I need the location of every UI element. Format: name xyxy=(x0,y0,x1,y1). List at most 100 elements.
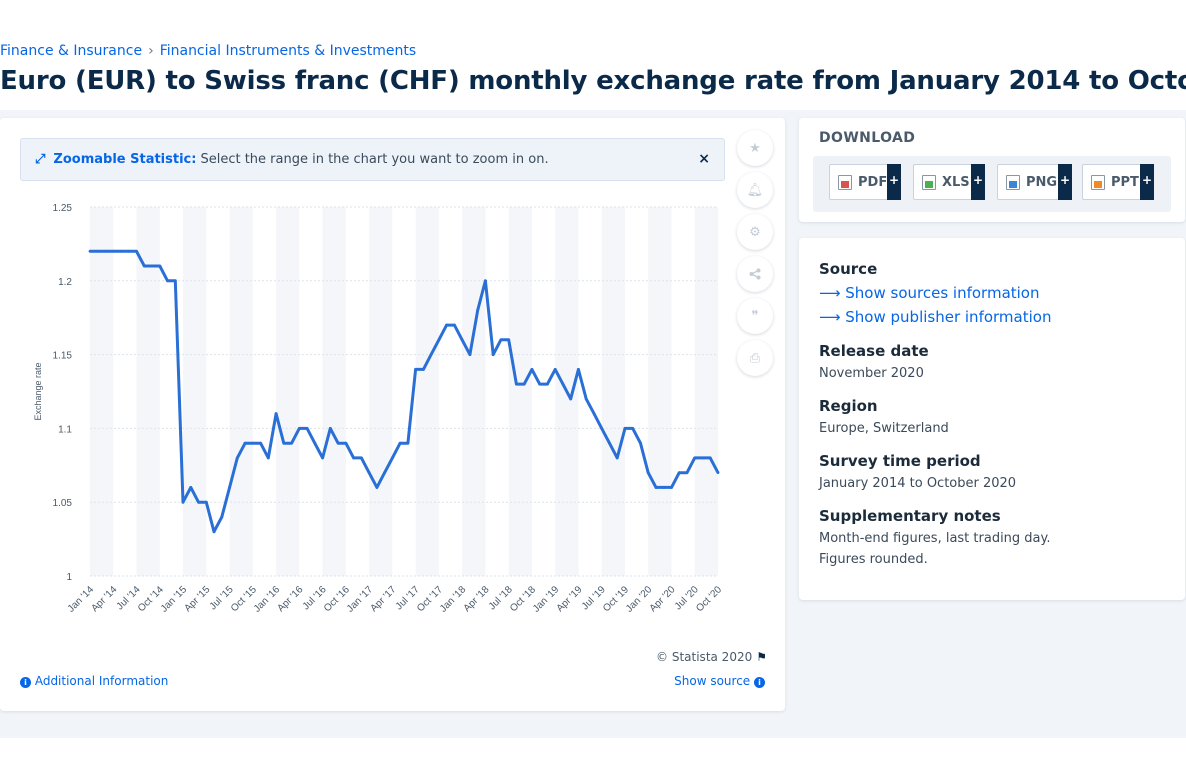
share-glyph xyxy=(749,268,761,280)
data-point xyxy=(158,264,162,268)
data-point xyxy=(421,367,425,371)
chart-card: ⤢ Zoomable Statistic: Select the range in … xyxy=(0,118,785,711)
data-point xyxy=(553,367,557,371)
flag-icon[interactable]: ⚑ xyxy=(756,650,767,664)
y-tick-label: 1.1 xyxy=(58,424,72,435)
release-date-label: Release date xyxy=(819,342,929,360)
show-source-link[interactable]: Show source i xyxy=(674,674,765,688)
data-point xyxy=(197,500,200,504)
data-point xyxy=(530,367,534,371)
favorite-star-icon[interactable]: ★ xyxy=(737,130,773,166)
release-date-value: November 2020 xyxy=(819,366,924,381)
x-tick-label: Apr '16 xyxy=(275,584,305,614)
grid-band xyxy=(508,207,532,576)
settings-gear-icon[interactable]: ⚙ xyxy=(737,214,773,250)
quote-icon[interactable]: ❞ xyxy=(737,298,773,334)
footer-band xyxy=(0,738,1186,760)
x-tick-label: Apr '20 xyxy=(648,584,678,614)
data-point xyxy=(328,427,332,430)
data-point xyxy=(491,353,495,356)
share-icon[interactable] xyxy=(737,256,773,292)
arrow-right-icon: ⟶ xyxy=(819,284,846,302)
supplementary-notes-label: Supplementary notes xyxy=(819,507,1001,525)
download-png-button[interactable]: PNG + xyxy=(997,164,1072,200)
region-value: Europe, Switzerland xyxy=(819,421,949,436)
data-point xyxy=(228,486,231,489)
download-ppt-plus: + xyxy=(1140,164,1154,200)
data-point xyxy=(584,397,588,401)
y-tick-label: 1.05 xyxy=(53,498,73,509)
data-point xyxy=(460,338,464,342)
source-label: Source xyxy=(819,260,878,278)
download-xls-plus: + xyxy=(971,164,985,200)
data-point xyxy=(646,471,650,475)
grid-band xyxy=(601,207,625,576)
grid-band xyxy=(648,207,672,576)
close-icon[interactable]: × xyxy=(698,151,710,167)
data-point xyxy=(476,308,480,312)
data-point xyxy=(452,323,456,327)
data-point xyxy=(592,412,596,416)
download-pdf-plus: + xyxy=(887,164,901,200)
region-label: Region xyxy=(819,397,878,415)
breadcrumb-item-instruments[interactable]: Financial Instruments & Investments xyxy=(159,43,417,59)
grid-band xyxy=(229,207,253,576)
copyright-text: © Statista 2020 xyxy=(656,650,753,664)
data-point xyxy=(670,486,673,489)
download-buttons: PDF + XLS + PNG + PPT + xyxy=(813,156,1171,212)
data-point xyxy=(677,471,681,475)
data-point xyxy=(414,367,418,371)
show-publisher-label: Show publisher information xyxy=(845,308,1052,326)
data-point xyxy=(631,427,635,430)
data-point xyxy=(437,338,441,342)
grid-band xyxy=(90,207,114,576)
print-icon[interactable]: ⎙ xyxy=(737,340,773,376)
data-point xyxy=(685,471,689,475)
data-point xyxy=(352,456,356,460)
show-publisher-link[interactable]: ⟶ Show publisher information xyxy=(819,308,1051,326)
download-png-plus: + xyxy=(1058,164,1072,200)
data-point xyxy=(166,279,169,283)
data-point xyxy=(235,456,239,460)
download-pdf-button[interactable]: PDF + xyxy=(829,164,901,200)
data-point xyxy=(344,441,348,445)
download-png-label: PNG xyxy=(1026,174,1058,190)
data-point xyxy=(708,456,712,460)
show-sources-link[interactable]: ⟶ Show sources information xyxy=(819,284,1040,302)
grid-band xyxy=(136,207,160,576)
data-point xyxy=(383,471,387,475)
grid-band xyxy=(322,207,346,576)
breadcrumb-item-finance[interactable]: Finance & Insurance xyxy=(0,43,143,59)
data-point xyxy=(305,427,309,430)
download-ppt-button[interactable]: PPT + xyxy=(1082,164,1154,200)
grid-band xyxy=(462,207,486,576)
data-point xyxy=(135,249,138,253)
x-tick-label: Apr '18 xyxy=(462,584,492,614)
supplementary-notes-line-2: Figures rounded. xyxy=(819,552,928,567)
data-point xyxy=(398,441,402,445)
ppt-file-icon xyxy=(1091,174,1105,190)
additional-information-label: Additional Information xyxy=(34,674,169,688)
data-point xyxy=(321,456,324,460)
data-point xyxy=(546,382,549,386)
grid-band xyxy=(276,207,300,576)
data-point xyxy=(266,456,270,460)
data-point xyxy=(111,249,115,253)
survey-period-value: January 2014 to October 2020 xyxy=(819,476,1017,491)
y-tick-label: 1.25 xyxy=(53,203,73,214)
data-point xyxy=(274,412,278,416)
grid-band xyxy=(694,207,718,576)
additional-information-link[interactable]: i Additional Information xyxy=(20,674,168,688)
y-tick-label: 1 xyxy=(66,572,72,583)
data-point xyxy=(181,500,185,504)
y-tick-label: 1.15 xyxy=(53,351,73,362)
info-icon: i xyxy=(754,677,765,688)
data-point xyxy=(701,456,704,460)
download-pdf-label: PDF xyxy=(858,174,888,190)
download-ppt-label: PPT xyxy=(1111,174,1139,190)
download-xls-button[interactable]: XLS + xyxy=(913,164,985,200)
x-tick-label: Apr '17 xyxy=(369,584,399,614)
notification-bell-icon[interactable]: 🔔︎ xyxy=(737,172,773,208)
data-point xyxy=(484,279,487,283)
